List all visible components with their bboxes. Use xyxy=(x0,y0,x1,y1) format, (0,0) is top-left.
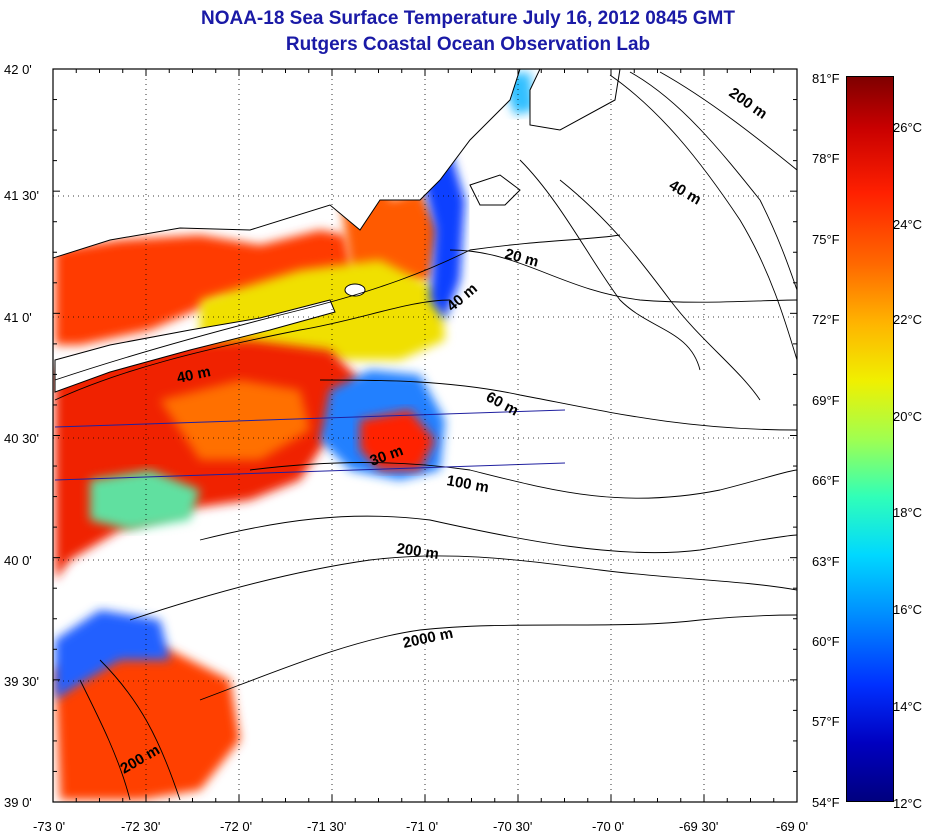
grid xyxy=(53,69,797,802)
axis-ticks xyxy=(52,68,798,803)
contour-label: 200 m xyxy=(395,540,439,563)
fahrenheit-label: 63°F xyxy=(812,554,840,569)
sst-field xyxy=(53,69,797,801)
lon-label: -72 30' xyxy=(121,819,161,834)
map-subtitle: Rutgers Coastal Ocean Observation Lab xyxy=(285,34,651,55)
fahrenheit-label: 66°F xyxy=(812,473,840,488)
celsius-label: 18°C xyxy=(893,505,923,520)
contour-label: 2000 m xyxy=(401,625,454,652)
fahrenheit-label: 69°F xyxy=(812,393,840,408)
fahrenheit-label: 72°F xyxy=(812,312,840,327)
lat-label: 39 0' xyxy=(4,795,32,810)
land-new-england xyxy=(53,69,521,259)
sst-patch-south xyxy=(55,640,240,800)
land-block-island xyxy=(344,283,366,297)
temperature-colorbar xyxy=(846,76,894,802)
sst-patch-mid-cold xyxy=(90,470,200,530)
lat-label: 42 0' xyxy=(4,62,32,77)
celsius-label: 26°C xyxy=(893,120,923,135)
celsius-label: 16°C xyxy=(893,602,923,617)
fahrenheit-label: 81°F xyxy=(812,71,840,86)
lon-label: -73 0' xyxy=(33,819,66,834)
land-long-island xyxy=(54,299,336,393)
sst-patch-cold2 xyxy=(420,150,465,320)
celsius-label: 14°C xyxy=(893,699,923,714)
sst-patch-warm-eddy xyxy=(360,410,435,470)
track-line-1 xyxy=(54,409,566,428)
celsius-label: 12°C xyxy=(893,796,923,811)
track-line-2 xyxy=(54,462,566,481)
fahrenheit-label: 60°F xyxy=(812,634,840,649)
lon-label: -70 0' xyxy=(592,819,625,834)
map-title: NOAA-18 Sea Surface Temperature July 16,… xyxy=(200,8,735,29)
celsius-label: 20°C xyxy=(893,409,923,424)
lat-label: 40 30' xyxy=(4,431,40,446)
sst-patch-south-cold xyxy=(55,610,170,700)
celsius-label: 22°C xyxy=(893,312,923,327)
lat-label: 39 30' xyxy=(4,674,40,689)
lat-label: 41 0' xyxy=(4,310,32,325)
contour-label: 200 m xyxy=(726,84,771,122)
fahrenheit-label: 78°F xyxy=(812,151,840,166)
land-cape-cod xyxy=(529,69,621,131)
celsius-label: 24°C xyxy=(893,217,923,232)
lon-label: -69 0' xyxy=(776,819,809,834)
lon-label: -72 0' xyxy=(220,819,253,834)
contour-label: 40 m xyxy=(175,363,212,387)
sst-patch-sound xyxy=(55,230,360,345)
lon-label: -71 30' xyxy=(307,819,347,834)
lat-label: 40 0' xyxy=(4,553,32,568)
sst-patch-orange xyxy=(160,380,310,460)
contour-label: 100 m xyxy=(445,472,490,496)
fahrenheit-label: 54°F xyxy=(812,795,840,810)
fahrenheit-label: 57°F xyxy=(812,714,840,729)
land-nantucket xyxy=(469,174,521,206)
lon-label: -71 0' xyxy=(406,819,439,834)
lat-label: 41 30' xyxy=(4,188,40,203)
lon-label: -69 30' xyxy=(679,819,719,834)
contour-label: 40 m xyxy=(666,177,704,209)
fahrenheit-label: 75°F xyxy=(812,232,840,247)
contour-label: 60 m xyxy=(483,389,521,420)
bathymetry-contours xyxy=(54,71,797,801)
lon-label: -70 30' xyxy=(493,819,533,834)
contour-label: 20 m xyxy=(503,245,540,270)
